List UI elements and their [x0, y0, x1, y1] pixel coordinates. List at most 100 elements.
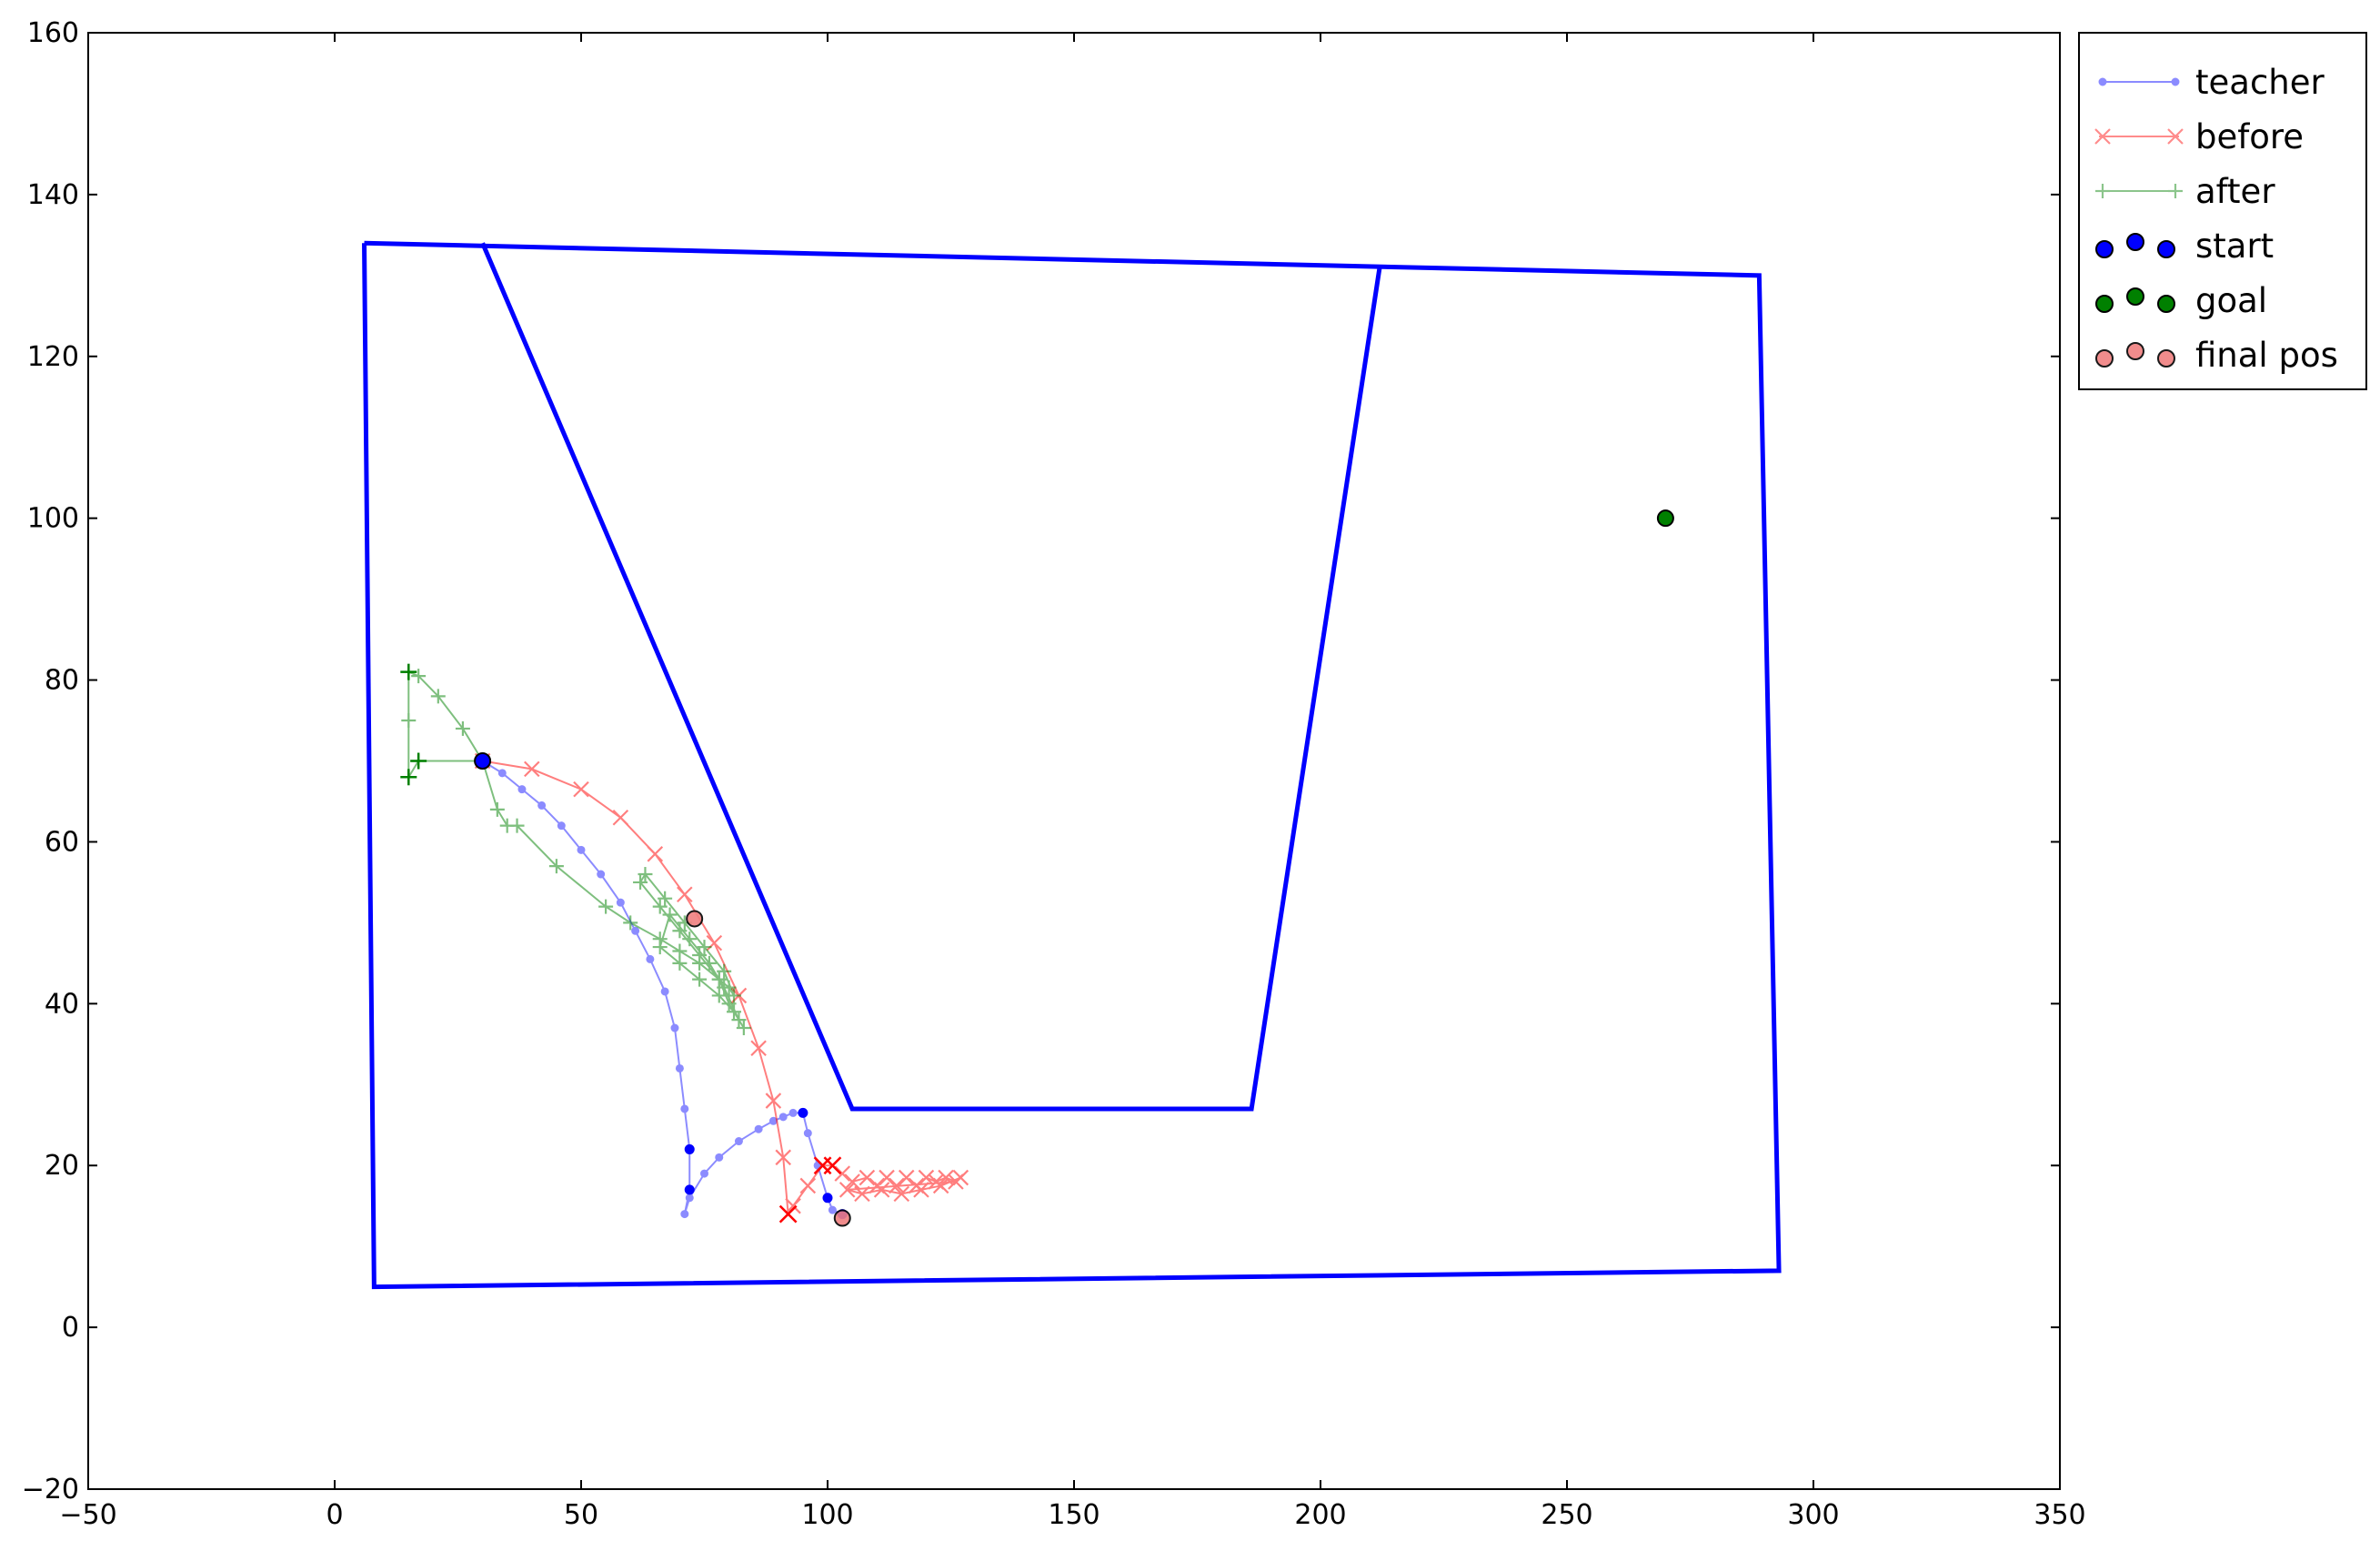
- legend-swatch: [2094, 128, 2184, 145]
- x-tick-label: −50: [59, 1499, 116, 1531]
- before-point: [647, 846, 664, 862]
- before-point: [918, 1169, 935, 1186]
- legend: teacher before after start goal final pos: [2078, 32, 2367, 390]
- teacher-point: [700, 1169, 708, 1178]
- y-tick-label: 0: [62, 1312, 79, 1344]
- before-point: [889, 1177, 905, 1194]
- after-point: [633, 874, 648, 890]
- after-endpoint-marker: [410, 752, 427, 770]
- point-final-pos: [833, 1209, 851, 1227]
- walls-layer: [362, 240, 1782, 1290]
- teacher-point: [675, 1063, 684, 1073]
- legend-entry-after: after: [2095, 172, 2275, 211]
- legend-label: teacher: [2195, 63, 2325, 102]
- after-point: [692, 972, 708, 987]
- after-point: [411, 669, 427, 684]
- legend-entry-goal: goal: [2095, 281, 2267, 320]
- after-point: [489, 801, 505, 817]
- after-point: [598, 899, 614, 914]
- after-endpoint-marker: [400, 663, 417, 680]
- legend-box: [2078, 32, 2367, 390]
- before-endpoint-marker: [778, 1204, 798, 1224]
- before-point: [677, 886, 693, 903]
- points-layer: [474, 509, 1674, 1227]
- teacher-point: [680, 1210, 689, 1219]
- legend-marker: [2098, 77, 2107, 86]
- before-point: [844, 1173, 860, 1190]
- teacher-endpoint-marker: [798, 1107, 808, 1118]
- teacher-point: [828, 1205, 837, 1214]
- after-point: [682, 932, 698, 947]
- teacher-point: [577, 845, 586, 854]
- before-point: [873, 1182, 890, 1198]
- legend-entry-before: before: [2094, 117, 2304, 156]
- before-point: [952, 1169, 969, 1186]
- y-tick-label: 160: [27, 17, 79, 49]
- x-tick-label: 250: [1541, 1499, 1592, 1531]
- before-point: [898, 1169, 915, 1186]
- after-point: [711, 988, 727, 1003]
- legend-marker: [2168, 184, 2183, 198]
- before-point: [750, 1040, 767, 1057]
- teacher-point: [616, 898, 625, 907]
- teacher-point: [778, 1113, 788, 1122]
- x-tick-label: 200: [1294, 1499, 1346, 1531]
- before-point: [938, 1169, 954, 1186]
- legend-swatch: [2095, 184, 2183, 198]
- teacher-point: [497, 769, 507, 778]
- y-tick-label: 100: [27, 503, 79, 535]
- teacher-point: [517, 785, 527, 794]
- after-point: [711, 972, 727, 987]
- legend-marker: [2167, 128, 2184, 145]
- after-point: [731, 1012, 747, 1028]
- before-endpoint-marker: [823, 1156, 842, 1175]
- legend-swatch: [2095, 342, 2175, 368]
- teacher-point: [754, 1124, 763, 1133]
- teacher-point: [646, 954, 655, 963]
- after-point: [701, 955, 717, 971]
- y-tick-label: 60: [45, 826, 79, 858]
- teacher-point: [660, 987, 669, 996]
- teacher-endpoint-marker: [684, 1184, 695, 1195]
- series-layer: [400, 663, 969, 1224]
- legend-entry-final-pos: final pos: [2095, 336, 2338, 375]
- teacher-point: [788, 1108, 798, 1117]
- y-tick-label: 80: [45, 665, 79, 697]
- legend-marker: [2095, 184, 2110, 198]
- legend-label: goal: [2195, 281, 2267, 320]
- x-tick-label: 300: [1787, 1499, 1839, 1531]
- y-tick-label: −20: [22, 1474, 79, 1506]
- after-point: [658, 891, 673, 906]
- point-goal: [1656, 509, 1674, 528]
- x-tick-label: 100: [801, 1499, 853, 1531]
- teacher-point: [537, 801, 547, 810]
- after-point: [455, 720, 470, 736]
- teacher-point: [670, 1023, 679, 1032]
- teacher-endpoint-marker: [822, 1193, 833, 1204]
- before-point: [785, 1197, 801, 1214]
- legend-entry-teacher: teacher: [2098, 63, 2325, 102]
- before-point: [834, 1165, 851, 1182]
- teacher-point: [715, 1153, 724, 1162]
- series-after: [401, 664, 751, 1036]
- after-point: [717, 980, 732, 995]
- after-point: [736, 1021, 751, 1036]
- after-point: [509, 818, 525, 833]
- ticks-layer: −50 0 50 100 150 200 250 300 350 −20 0 20 40 60 80 100 1…: [22, 17, 2086, 1531]
- legend-marker: [2171, 77, 2180, 86]
- after-point: [401, 713, 417, 729]
- before-point: [854, 1185, 870, 1203]
- after-point: [672, 943, 688, 959]
- before-point: [893, 1185, 910, 1203]
- legend-label: start: [2195, 227, 2274, 266]
- x-tick-label: 350: [2034, 1499, 2085, 1531]
- after-point: [652, 940, 668, 955]
- before-point: [799, 1177, 817, 1194]
- teacher-point: [685, 1193, 694, 1203]
- before-point: [573, 781, 589, 798]
- after-point: [623, 915, 638, 931]
- after-endpoint-marker: [400, 769, 417, 786]
- before-point: [859, 1169, 876, 1186]
